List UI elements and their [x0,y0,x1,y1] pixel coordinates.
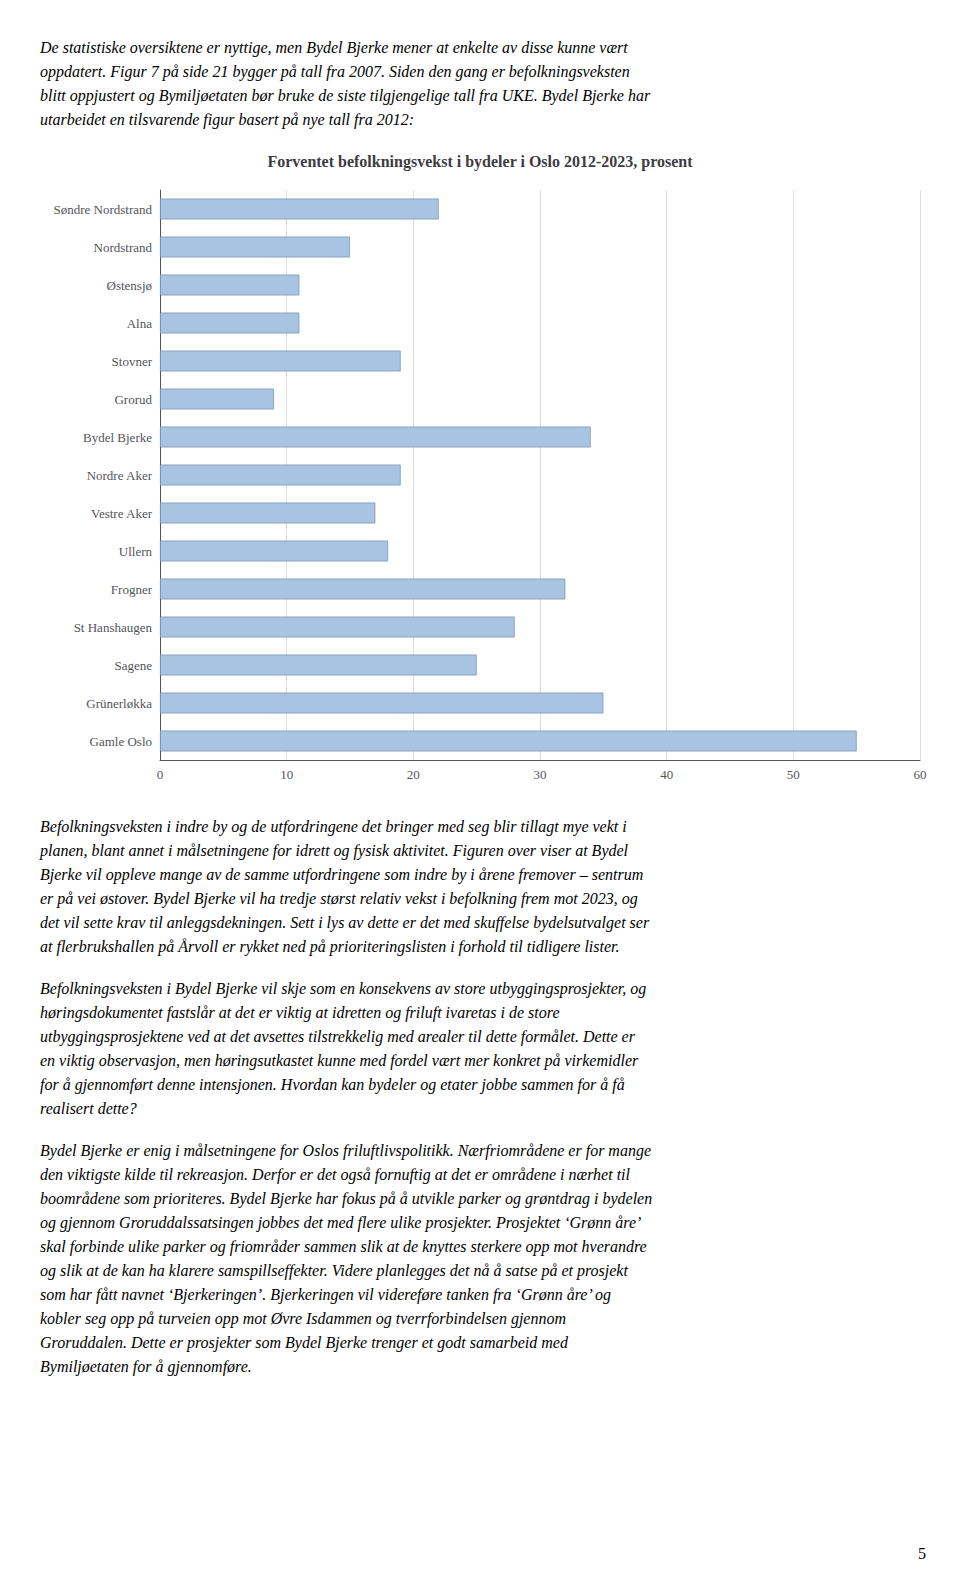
svg-text:50: 50 [787,767,800,782]
svg-text:Alna: Alna [127,316,153,331]
svg-text:Bydel Bjerke: Bydel Bjerke [83,430,152,445]
svg-text:Gamle Oslo: Gamle Oslo [90,734,152,749]
svg-text:Stovner: Stovner [112,354,153,369]
svg-text:Søndre Nordstrand: Søndre Nordstrand [53,202,152,217]
html-text:blitt oppjustert og Bymiljøeta: blitt oppjustert og Bymiljøetaten bør br… [40,87,651,104]
html-text:som har fått navnet ‘Bjerkerin: som har fått navnet ‘Bjerkeringen’. Bjer… [40,1286,611,1303]
svg-text:Nordstrand: Nordstrand [94,240,153,255]
html-text:Bjerke vil oppleve mange av de: Bjerke vil oppleve mange av de samme utf… [40,866,644,883]
svg-text:20: 20 [407,767,420,782]
html-text:og slik at de kan ha klarere s: og slik at de kan ha klarere samspillsef… [40,1262,628,1279]
svg-text:St Hanshaugen: St Hanshaugen [74,620,153,635]
html-text:at flerbrukshallen på Årvoll e: at flerbrukshallen på Årvoll er rykket n… [40,938,620,955]
html-text:Befolkningsveksten i indre by: Befolkningsveksten i indre by og de utfo… [40,818,627,835]
svg-text:Østensjø: Østensjø [107,278,153,293]
svg-text:Frogner: Frogner [111,582,153,597]
html-text:utbyggingsprosjektene ved at d: utbyggingsprosjektene ved at det avsette… [40,1028,635,1045]
svg-text:40: 40 [660,767,673,782]
svg-text:0: 0 [157,767,164,782]
html-text:Bydel Bjerke er enig i målsetn: Bydel Bjerke er enig i målsetningene for… [40,1142,651,1159]
html-text:planen, blant annet i målsetni: planen, blant annet i målsetningene for … [40,842,628,859]
svg-text:Grorud: Grorud [114,392,152,407]
svg-text:60: 60 [914,767,927,782]
html-text:skal forbinde ulike parker og: skal forbinde ulike parker og friområder… [40,1238,647,1255]
html-text:utarbeidet en tilsvarende figu: utarbeidet en tilsvarende figur basert p… [40,111,414,128]
html-text:og gjennom Groruddalssatsingen: og gjennom Groruddalssatsingen jobbes de… [40,1214,642,1231]
svg-text:Nordre Aker: Nordre Aker [87,468,153,483]
html-text:for å gjennomført denne intens: for å gjennomført denne intensjonen. Hvo… [40,1076,625,1093]
html-text:det vil sette krav til anleggs: det vil sette krav til anleggsdekningen.… [40,914,650,931]
svg-text:30: 30 [534,767,547,782]
html-text:realisert dette?: realisert dette? [40,1100,137,1117]
svg-text:Ullern: Ullern [119,544,153,559]
svg-text:Vestre Aker: Vestre Aker [91,506,153,521]
html-text:boområdene som prioriteres. By: boområdene som prioriteres. Bydel Bjerke… [40,1190,653,1207]
html-text:den viktigste kilde til rekrea: den viktigste kilde til rekreasjon. Derf… [40,1166,630,1183]
svg-text:Sagene: Sagene [114,658,152,673]
html-text:høringsdokumentet fastslår at: høringsdokumentet fastslår at det er vik… [40,1004,560,1021]
html-text:en viktig observasjon, men hør: en viktig observasjon, men høringsutkast… [40,1052,639,1069]
html-text:5: 5 [918,1545,926,1562]
svg-text:Forventet befolkningsvekst i b: Forventet befolkningsvekst i bydeler i O… [267,153,693,171]
svg-text:Grünerløkka: Grünerløkka [86,696,152,711]
html-text:Groruddalen. Dette er prosjekt: Groruddalen. Dette er prosjekter som Byd… [40,1334,568,1351]
html-text:Befolkningsveksten i Bydel Bje: Befolkningsveksten i Bydel Bjerke vil sk… [40,980,647,997]
html-text:er på vei østover. Bydel Bjerk: er på vei østover. Bydel Bjerke vil ha t… [40,890,638,907]
html-text:oppdatert. Figur 7 på side 21: oppdatert. Figur 7 på side 21 bygger på … [40,63,630,80]
svg-text:10: 10 [280,767,293,782]
html-text:Bymiljøetaten for å gjennomfør: Bymiljøetaten for å gjennomføre. [40,1358,252,1375]
html-text:kobler seg opp på turveien opp: kobler seg opp på turveien opp mot Øvre … [40,1310,566,1327]
html-text:De statistiske oversiktene er: De statistiske oversiktene er nyttige, m… [40,39,628,56]
